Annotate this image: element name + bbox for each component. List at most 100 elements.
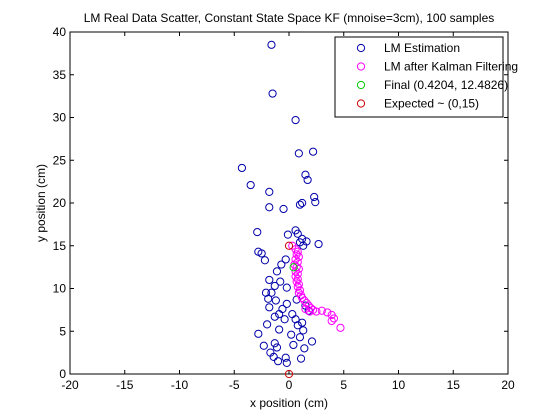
y-tick-label: 40 [53, 25, 67, 39]
legend-label: LM after Kalman Filtering [384, 60, 518, 74]
lm-estimation-point [291, 115, 300, 125]
x-axis-label: x position (cm) [250, 396, 328, 410]
legend-marker [356, 99, 366, 108]
lm-estimation-point [269, 352, 278, 361]
lm-estimation-point [272, 343, 282, 352]
lm-estimation-point [261, 288, 271, 297]
x-tick-label: 0 [286, 378, 293, 392]
lm-estimation-point [263, 320, 272, 329]
lm-estimation-point [293, 321, 302, 330]
lm-estimation-point [300, 344, 309, 353]
lm-estimation-point [276, 277, 285, 286]
legend-box [334, 36, 504, 118]
y-tick-label: 25 [53, 153, 67, 167]
lm-estimation-point [298, 318, 307, 327]
lm-estimation-point [296, 354, 306, 363]
legend-items: LM Estimation LM after Kalman Filtering Fi… [356, 41, 518, 111]
lm-estimation-point [270, 312, 279, 321]
lm-kalman-point [298, 293, 307, 303]
lm-estimation-point [260, 256, 270, 265]
lm-estimation-point [265, 275, 274, 285]
lm-estimation-point [307, 337, 317, 346]
lm-estimation-point [279, 204, 288, 214]
lm-estimation-point [314, 239, 323, 249]
x-tick-label: -10 [171, 378, 189, 392]
x-axis-ticks: -20 -15 -10 -5 0 5 10 15 20 [61, 32, 515, 392]
lm-estimation-point [271, 296, 280, 305]
x-tick-label: -20 [61, 378, 79, 392]
lm-estimation-point [254, 329, 263, 338]
lm-estimation-point [253, 227, 262, 237]
lm-estimation-point [275, 310, 284, 319]
expected-point [284, 369, 294, 379]
lm-estimation-point [281, 255, 290, 264]
data-markers [237, 40, 345, 379]
lm-estimation-point [265, 203, 274, 212]
y-tick-label: 5 [59, 324, 66, 338]
y-tick-label: 35 [53, 68, 67, 82]
x-tick-label: 5 [340, 378, 347, 392]
legend: LM Estimation LM after Kalman Filtering Fi… [334, 36, 518, 118]
y-tick-label: 10 [53, 282, 67, 296]
lm-estimation-point [291, 315, 300, 324]
lm-estimation-point [268, 89, 277, 98]
x-tick-label: -5 [229, 378, 240, 392]
final-point [289, 263, 298, 272]
lm-estimation-point [287, 330, 296, 339]
lm-kalman-point [336, 323, 345, 332]
lm-estimation-point [301, 170, 310, 179]
lm-kalman-point [301, 304, 310, 314]
lm-kalman-point [305, 307, 314, 316]
lm-estimation-point [303, 175, 312, 185]
lm-kalman-point [291, 245, 300, 254]
y-axis-label: y position (cm) [34, 164, 48, 242]
lm-estimation-point [282, 299, 291, 308]
lm-kalman-point [293, 269, 302, 279]
lm-estimation-point [281, 353, 290, 362]
lm-kalman-point [312, 307, 321, 316]
lm-estimation-point [299, 241, 308, 250]
x-tick-label: 10 [392, 378, 406, 392]
lm-estimation-point [259, 341, 268, 350]
lm-estimation-point [298, 198, 307, 208]
legend-label: Expected ~ (0,15) [384, 97, 479, 111]
lm-kalman-point [317, 306, 326, 315]
x-tick-label: -15 [116, 378, 134, 392]
y-tick-label: 15 [53, 239, 67, 253]
lm-estimation-point [267, 40, 276, 49]
lm-estimation-point [237, 163, 247, 173]
lm-estimation-point [283, 230, 293, 239]
lm-kalman-point [327, 316, 336, 326]
lm-kalman-point [292, 277, 301, 286]
legend-marker [356, 62, 366, 71]
chart-title: LM Real Data Scatter, Constant State Spa… [84, 11, 495, 25]
y-axis-ticks: 0 5 10 15 20 25 30 35 40 [53, 25, 508, 381]
x-tick-label: 15 [447, 378, 461, 392]
lm-estimation-point [289, 340, 298, 350]
y-tick-label: 0 [59, 367, 66, 381]
y-tick-label: 20 [53, 196, 67, 210]
lm-kalman-point [291, 267, 300, 276]
lm-estimation-point [264, 294, 273, 303]
lm-estimation-point [270, 281, 279, 291]
lm-estimation-point [275, 325, 284, 334]
legend-marker [356, 43, 366, 53]
lm-estimation-point [277, 260, 286, 269]
lm-estimation-point [308, 147, 318, 156]
lm-estimation-point [295, 200, 305, 209]
lm-estimation-point [273, 357, 283, 366]
lm-kalman-point [291, 272, 300, 281]
lm-estimation-point [293, 229, 302, 238]
lm-kalman-point [300, 296, 309, 305]
lm-estimation-point [299, 326, 308, 335]
lm-estimation-point [295, 333, 305, 342]
lm-estimation-point [282, 358, 291, 367]
lm-kalman-point [329, 314, 338, 323]
lm-estimation-point [280, 315, 289, 324]
legend-marker [356, 80, 366, 90]
lm-estimation-point [254, 247, 263, 256]
expected-point [284, 241, 294, 250]
legend-label: Final (0.4204, 12.4826) [384, 78, 508, 92]
lm-kalman-point [291, 255, 300, 264]
